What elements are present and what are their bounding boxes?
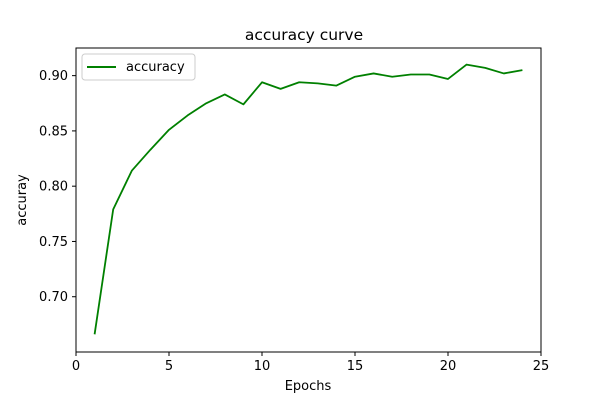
legend-box [81,53,196,81]
plot-area [75,47,542,353]
y-tick-label: 0.90 [39,69,68,84]
series-line-accuracy [93,63,523,335]
y-axis: 0.70 0.75 0.80 0.85 0.90 [39,69,76,305]
x-tick-label: 15 [347,359,364,374]
x-tick-label: 0 [72,359,80,374]
x-tick-label: 20 [440,359,457,374]
y-tick-label: 0.80 [39,180,68,195]
legend-label: accuracy [126,60,185,75]
x-axis: 0 5 10 15 20 25 [72,352,549,374]
series-layer [93,63,523,335]
y-tick-label: 0.75 [39,235,68,250]
x-tick-label: 25 [533,359,550,374]
y-axis-title: accuray [15,174,30,226]
chart-title: accuracy curve [245,26,363,44]
x-tick-label: 5 [165,359,173,374]
y-tick-label: 0.85 [39,124,68,139]
x-tick-label: 10 [254,359,271,374]
y-tick-label: 0.70 [39,290,68,305]
legend: accuracy [81,53,196,81]
x-axis-title: Epochs [285,379,332,394]
